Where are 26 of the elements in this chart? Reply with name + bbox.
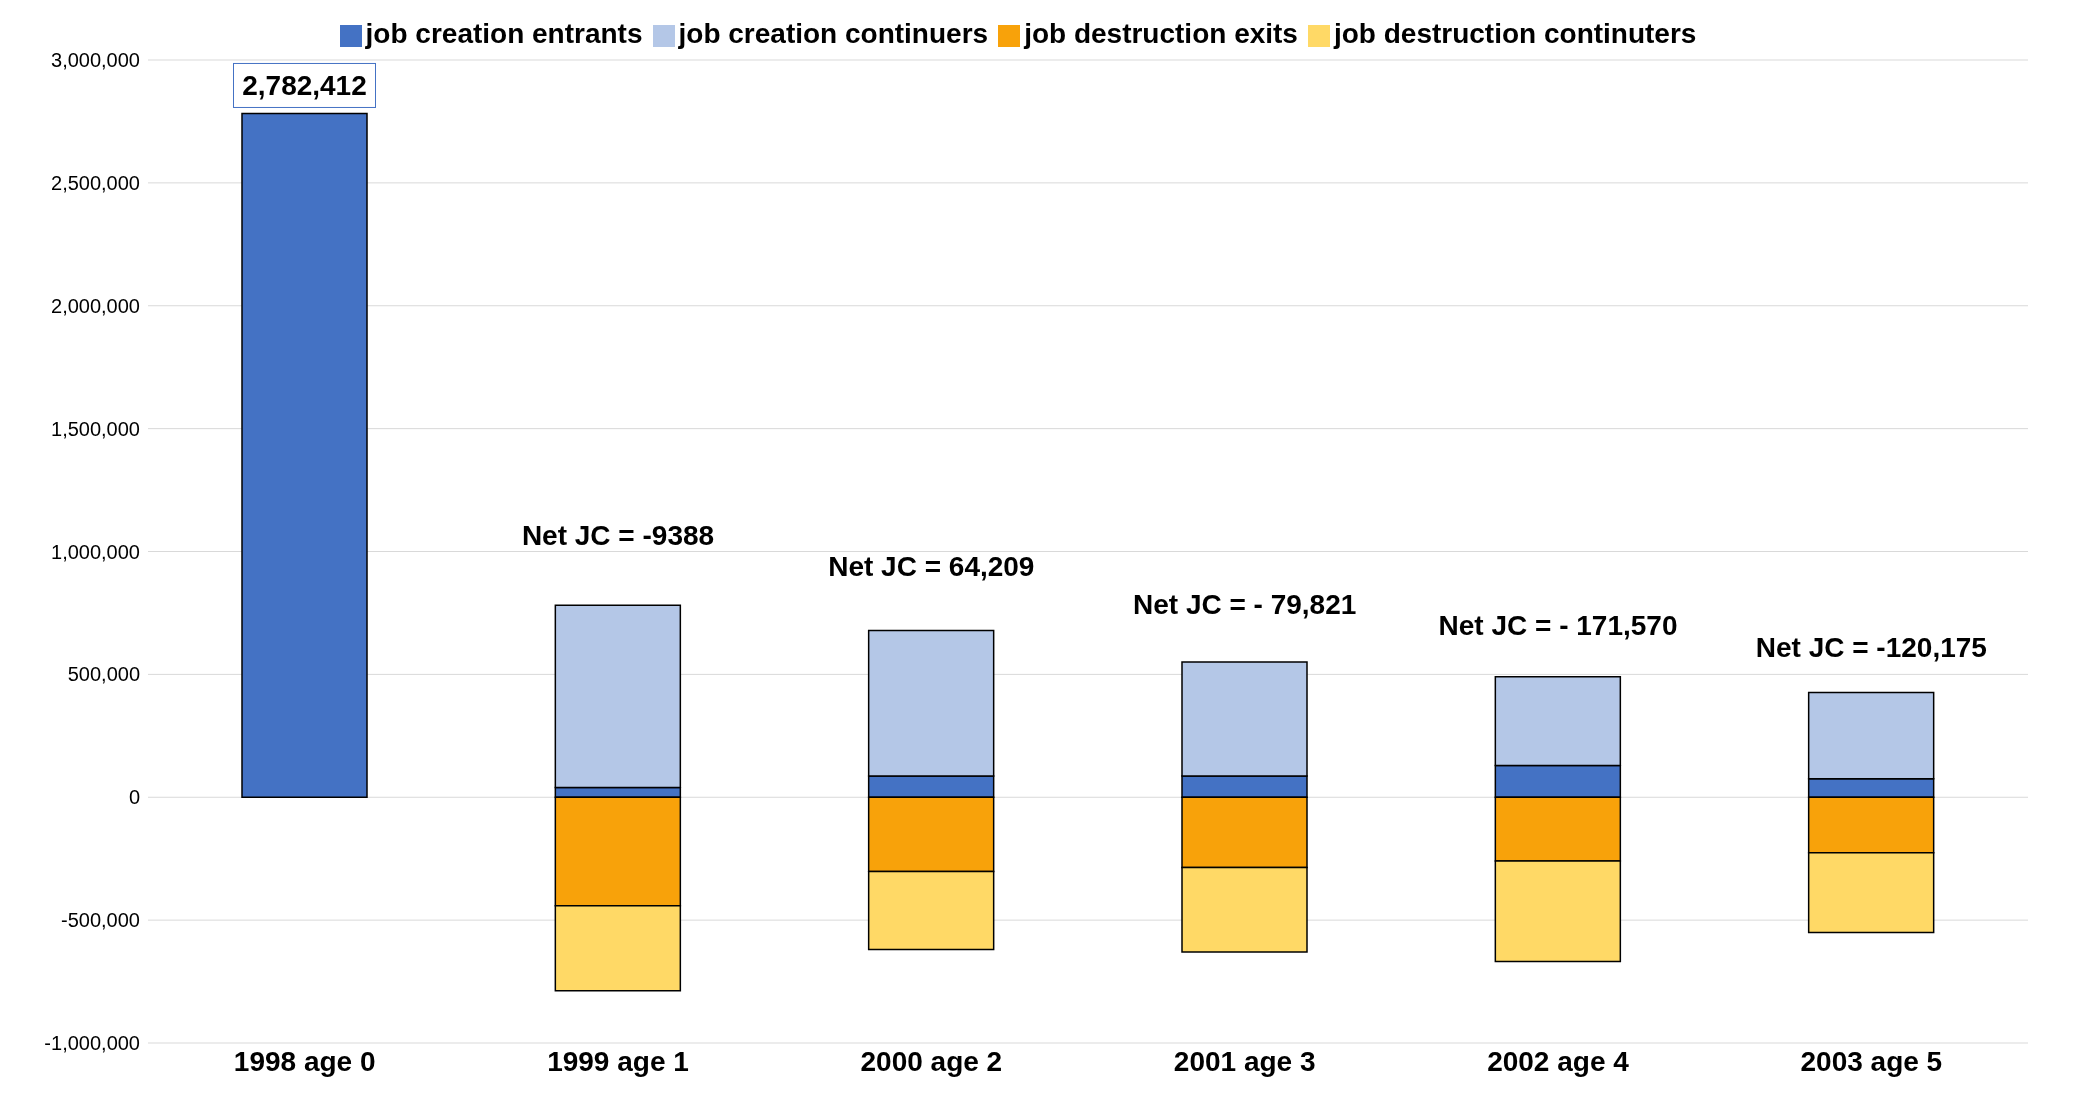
y-tick-label: -1,000,000 xyxy=(44,1032,140,1055)
y-tick-label: -500,000 xyxy=(61,909,140,932)
x-tick-label: 1998 age 0 xyxy=(233,1045,376,1077)
legend-label: job creation entrants xyxy=(365,18,643,49)
x-tick-label: 2002 age 4 xyxy=(1487,1045,1630,1077)
x-tick-label: 2000 age 2 xyxy=(860,1045,1003,1077)
y-tick-label: 2,500,000 xyxy=(51,171,140,194)
y-tick-label: 3,000,000 xyxy=(51,49,140,72)
y-tick-label: 500,000 xyxy=(67,663,140,686)
annotation: Net JC = - 79,821 xyxy=(1132,589,1357,621)
bar xyxy=(241,112,368,798)
annotation: Net JC = 64,209 xyxy=(828,551,1035,583)
x-tick-label: 2001 age 3 xyxy=(1173,1045,1316,1077)
y-tick-label: 1,500,000 xyxy=(51,417,140,440)
x-tick-label: 2003 age 5 xyxy=(1800,1045,1943,1077)
data-label: 2,782,412 xyxy=(242,69,367,101)
annotation: Net JC = -9388 xyxy=(521,520,715,552)
annotation: Net JC = -120,175 xyxy=(1755,631,1987,663)
x-tick-label: 1999 age 1 xyxy=(547,1045,689,1077)
y-tick-label: 0 xyxy=(128,786,140,809)
y-tick-label: 2,000,000 xyxy=(51,294,140,317)
legend-label: job destruction continuters xyxy=(1333,18,1697,49)
legend-label: job destruction exits xyxy=(1024,18,1298,49)
annotation: Net JC = - 171,570 xyxy=(1438,609,1678,641)
y-tick-label: 1,000,000 xyxy=(51,540,140,563)
legend-label: job creation continuers xyxy=(678,18,989,49)
